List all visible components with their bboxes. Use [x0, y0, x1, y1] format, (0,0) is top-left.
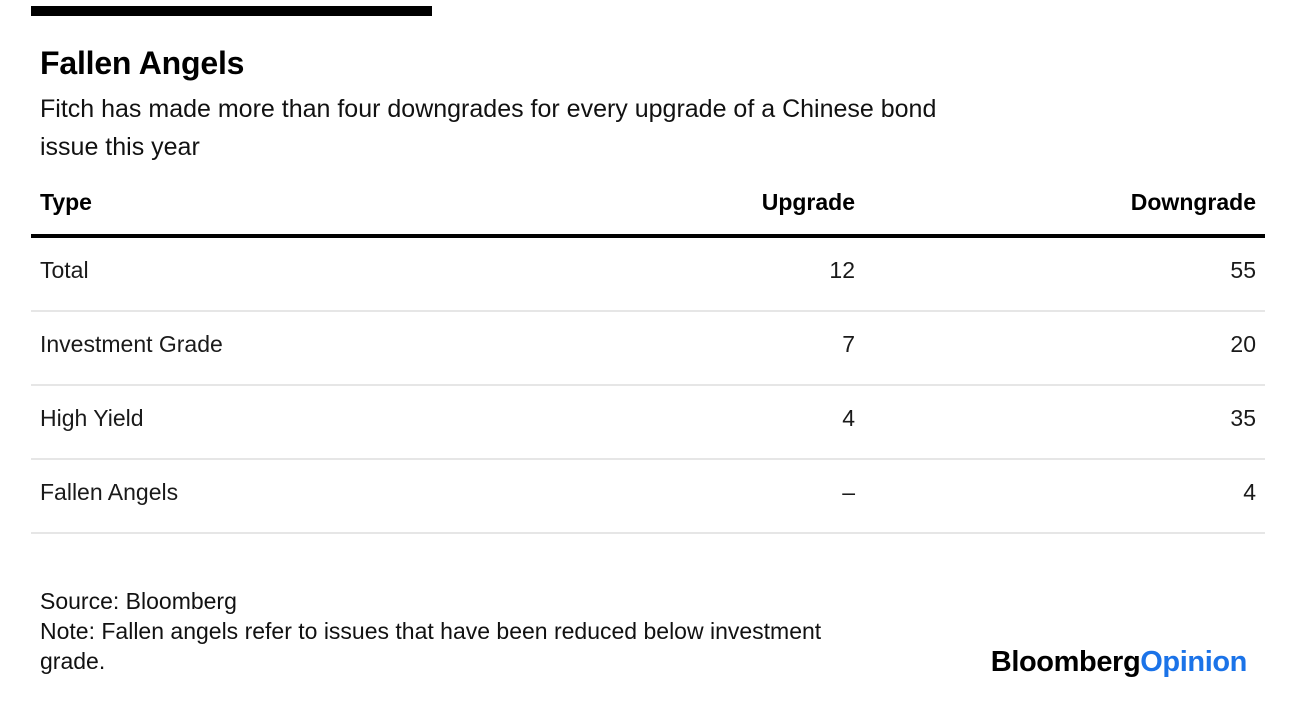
page-title: Fallen Angels [40, 45, 245, 81]
cell-upgrade: 4 [842, 404, 855, 431]
cell-type: Total [40, 256, 89, 283]
table-row: Investment Grade 7 20 [31, 312, 1265, 386]
bloomberg-logo-brand: Bloomberg [990, 646, 1141, 678]
subtitle-line: Fitch has made more than four downgrades… [40, 95, 937, 123]
cell-downgrade: 35 [1230, 404, 1256, 431]
cell-type: Investment Grade [40, 330, 223, 357]
source-line: Source: Bloomberg [40, 588, 237, 614]
cell-type: Fallen Angels [40, 478, 179, 505]
cell-upgrade: 7 [842, 330, 855, 357]
cell-downgrade: 4 [1243, 478, 1256, 505]
chart-footnotes: Source: Bloomberg Note: Fallen angels re… [40, 586, 821, 676]
top-accent-bar [31, 6, 432, 16]
table-row: High Yield 4 35 [31, 386, 1265, 460]
cell-downgrade: 55 [1230, 256, 1256, 283]
cell-type: High Yield [40, 404, 144, 431]
note-line: grade. [40, 648, 106, 674]
table-header-row: Type Upgrade Downgrade [31, 176, 1265, 238]
cell-upgrade: 12 [829, 256, 855, 283]
note-line: Note: Fallen angels refer to issues that… [40, 618, 822, 644]
column-header-downgrade: Downgrade [1130, 188, 1256, 215]
bloomberg-opinion-logo: BloombergOpinion [990, 646, 1248, 678]
table-row: Total 12 55 [31, 238, 1265, 312]
page-subtitle: Fitch has made more than four downgrades… [40, 90, 936, 166]
cell-upgrade: – [842, 478, 855, 505]
cell-downgrade: 20 [1230, 330, 1256, 357]
column-header-upgrade: Upgrade [761, 188, 855, 215]
ratings-table: Type Upgrade Downgrade Total 12 55 Inves… [31, 176, 1265, 534]
subtitle-line: issue this year [40, 133, 200, 161]
bloomberg-logo-suffix: Opinion [1140, 646, 1247, 678]
column-header-type: Type [40, 188, 92, 215]
table-row: Fallen Angels – 4 [31, 460, 1265, 534]
